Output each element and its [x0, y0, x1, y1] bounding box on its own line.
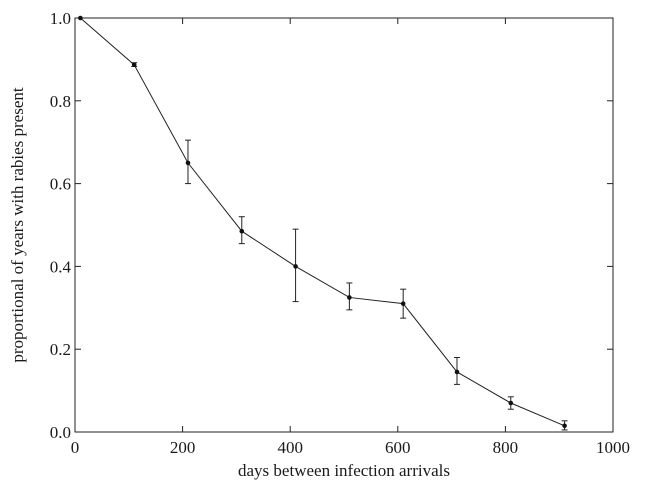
y-tick-label: 0.2	[50, 340, 71, 359]
data-point	[400, 301, 406, 306]
x-tick-label: 1000	[596, 438, 630, 457]
y-tick-labels: 0.0 0.2 0.4 0.6 0.8 1.0	[50, 9, 72, 442]
data-point	[78, 15, 83, 21]
data-point	[347, 295, 352, 300]
x-tick-label: 600	[385, 438, 411, 457]
y-tick-label: 0.4	[50, 257, 72, 276]
error-bars	[131, 62, 568, 431]
data-point	[131, 62, 137, 68]
y-tick-label: 0.0	[50, 423, 71, 442]
series-line	[80, 17, 565, 427]
y-tick-label: 0.8	[50, 92, 71, 111]
x-tick-label: 0	[71, 438, 80, 457]
y-axis-label: proportional of years with rabies presen…	[8, 87, 27, 362]
data-point	[562, 423, 567, 429]
x-tick-labels: 0 200 400 600 800 1000	[71, 438, 630, 457]
y-tick-label: 0.6	[50, 175, 71, 194]
data-points	[78, 15, 567, 429]
data-point	[508, 400, 514, 406]
data-point	[239, 228, 245, 234]
axis-ticks	[74, 17, 614, 433]
y-tick-label: 1.0	[50, 9, 71, 28]
x-axis-label: days between infection arrivals	[238, 461, 450, 480]
x-tick-label: 200	[170, 438, 196, 457]
data-point	[185, 160, 191, 166]
data-point	[454, 369, 460, 375]
x-tick-label: 800	[493, 438, 519, 457]
plot-frame	[74, 17, 614, 433]
x-tick-label: 400	[277, 438, 303, 457]
data-point	[293, 264, 298, 269]
